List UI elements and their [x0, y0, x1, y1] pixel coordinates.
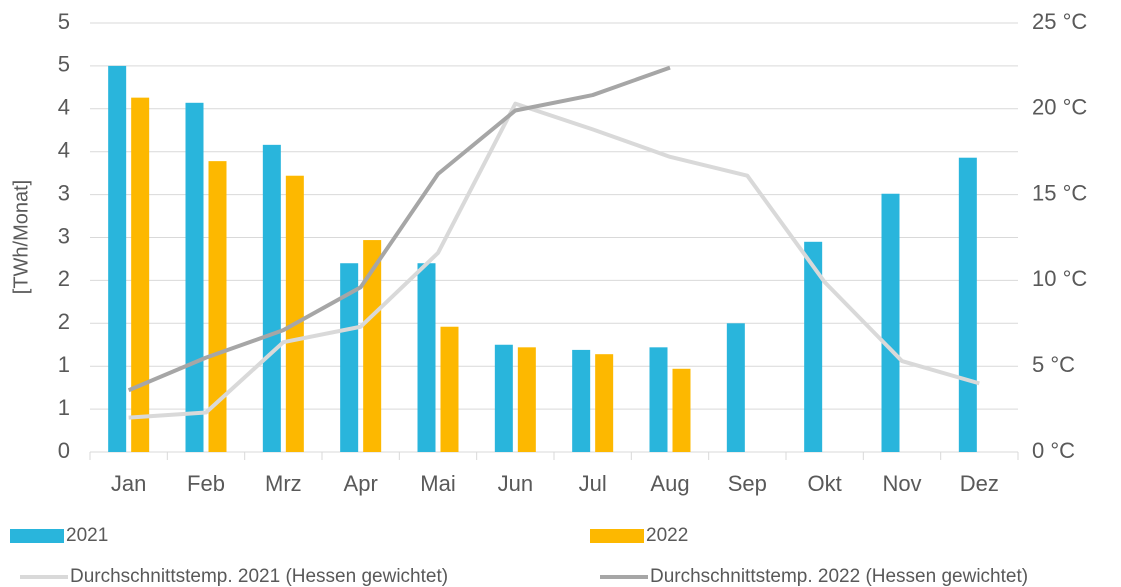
- bar: [131, 97, 150, 453]
- y2-tick-label: 15 °C: [1032, 180, 1087, 205]
- line: [127, 65, 671, 393]
- x-tick-label: Feb: [187, 471, 225, 496]
- y2-tick-label: 0 °C: [1032, 438, 1075, 463]
- y-tick-label: 4: [58, 95, 70, 120]
- bar: [881, 193, 900, 452]
- x-tick-label: Aug: [650, 471, 689, 496]
- bar: [595, 354, 614, 452]
- x-tick-label: Mai: [420, 471, 455, 496]
- bar: [417, 263, 436, 452]
- bar: [208, 161, 227, 452]
- legend-swatch: [10, 529, 64, 543]
- legend-label: 2022: [646, 525, 688, 546]
- bar: [285, 175, 304, 452]
- bar: [363, 240, 382, 452]
- line: [128, 101, 980, 420]
- bar: [440, 326, 459, 452]
- y2-tick-label: 25 °C: [1032, 9, 1087, 34]
- bar: [804, 241, 823, 452]
- x-tick-label: Dez: [960, 471, 999, 496]
- y-tick-label: 5: [58, 9, 70, 34]
- y2-tick-label: 10 °C: [1032, 266, 1087, 291]
- x-tick-label: Jun: [498, 471, 533, 496]
- x-tick-label: Okt: [808, 471, 842, 496]
- y2-tick-label: 20 °C: [1032, 95, 1087, 120]
- x-tick-label: Jul: [579, 471, 607, 496]
- y-tick-label: 1: [58, 395, 70, 420]
- y-tick-label: 2: [58, 309, 70, 334]
- bar: [494, 344, 513, 452]
- bar: [517, 347, 536, 452]
- legend-label: Durchschnittstemp. 2022 (Hessen gewichte…: [650, 566, 1028, 587]
- y2-tick-label: 5 °C: [1032, 352, 1075, 377]
- x-tick-label: Nov: [882, 471, 921, 496]
- bar: [262, 144, 281, 452]
- bar: [340, 263, 359, 452]
- y-tick-label: 4: [58, 138, 70, 163]
- y-axis-label: [TWh/Monat]: [10, 180, 32, 294]
- y-tick-label: 5: [58, 52, 70, 77]
- legend-label: 2021: [66, 525, 108, 546]
- bar: [572, 349, 591, 452]
- y-tick-label: 3: [58, 223, 70, 248]
- bar: [649, 347, 668, 452]
- bar: [108, 65, 127, 453]
- y-tick-label: 0: [58, 438, 70, 463]
- x-tick-label: Mrz: [265, 471, 302, 496]
- y-tick-label: 1: [58, 352, 70, 377]
- bar: [185, 102, 204, 452]
- bar: [726, 323, 745, 452]
- bar: [672, 368, 691, 452]
- bar: [958, 157, 977, 452]
- x-tick-label: Sep: [728, 471, 767, 496]
- x-tick-label: Apr: [344, 471, 378, 496]
- x-tick-label: Jan: [111, 471, 146, 496]
- y-tick-label: 3: [58, 180, 70, 205]
- y-tick-label: 2: [58, 266, 70, 291]
- legend-swatch: [590, 529, 644, 543]
- legend-label: Durchschnittstemp. 2021 (Hessen gewichte…: [70, 566, 448, 587]
